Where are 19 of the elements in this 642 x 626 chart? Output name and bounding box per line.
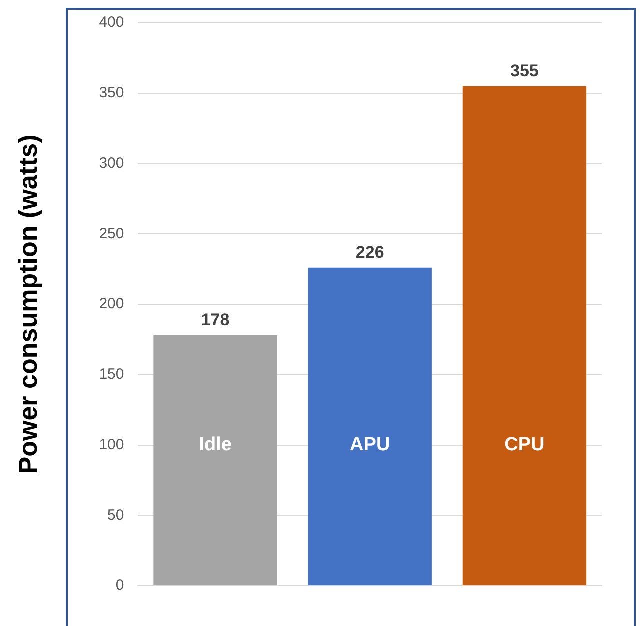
y-axis-title: Power consumption (watts) bbox=[12, 134, 43, 474]
y-tick-label: 50 bbox=[108, 506, 124, 524]
data-label: 178 bbox=[201, 310, 230, 330]
y-tick-label: 250 bbox=[99, 225, 124, 242]
bar bbox=[462, 86, 587, 586]
x-tick-label: CPU bbox=[504, 434, 545, 456]
y-tick-label: 350 bbox=[99, 84, 124, 102]
x-tick-label: APU bbox=[350, 434, 390, 456]
data-label: 226 bbox=[356, 243, 384, 262]
y-tick-label: 200 bbox=[99, 296, 124, 313]
bar bbox=[308, 268, 432, 586]
y-tick-label: 0 bbox=[116, 577, 124, 594]
bar bbox=[154, 335, 278, 586]
data-label: 355 bbox=[510, 62, 539, 81]
y-tick-label: 400 bbox=[99, 14, 124, 32]
x-tick-label: Idle bbox=[199, 434, 232, 456]
y-tick-label: 300 bbox=[99, 154, 124, 172]
y-tick-label: 150 bbox=[99, 366, 124, 384]
y-tick-label: 100 bbox=[99, 436, 124, 454]
